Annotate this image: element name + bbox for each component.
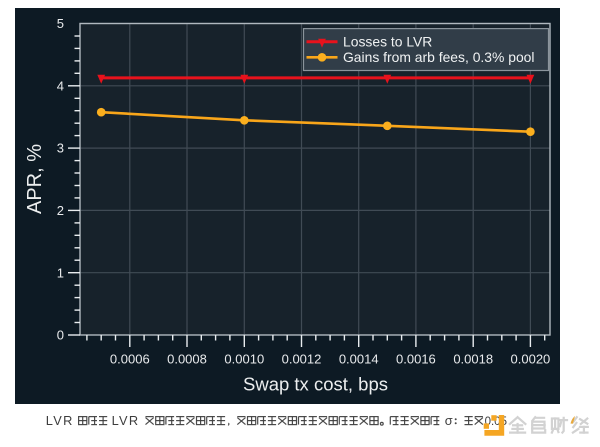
svg-text:Swap tx cost, bps: Swap tx cost, bps — [243, 374, 388, 395]
svg-text:0.0012: 0.0012 — [282, 352, 322, 367]
svg-text:0.0006: 0.0006 — [110, 352, 150, 367]
svg-text:5: 5 — [57, 16, 64, 31]
svg-text:LVR: LVR — [46, 413, 74, 428]
svg-text:3: 3 — [57, 141, 64, 156]
svg-text:APR, %: APR, % — [24, 144, 46, 214]
svg-text:0.0018: 0.0018 — [453, 352, 493, 367]
svg-text:0.0014: 0.0014 — [339, 352, 379, 367]
svg-text:LVR: LVR — [112, 413, 140, 428]
svg-text:0.0008: 0.0008 — [167, 352, 207, 367]
svg-text:1: 1 — [57, 265, 64, 280]
svg-text:0.0016: 0.0016 — [396, 352, 436, 367]
svg-text:0.0010: 0.0010 — [224, 352, 264, 367]
svg-text:0.0020: 0.0020 — [511, 352, 551, 367]
svg-text:Gains from arb fees, 0.3% pool: Gains from arb fees, 0.3% pool — [343, 49, 534, 65]
svg-text:4: 4 — [57, 78, 64, 93]
svg-text:0: 0 — [57, 328, 64, 343]
svg-text:Losses to LVR: Losses to LVR — [343, 33, 432, 49]
svg-text:2: 2 — [57, 203, 64, 218]
svg-text:σ: σ — [445, 413, 454, 428]
